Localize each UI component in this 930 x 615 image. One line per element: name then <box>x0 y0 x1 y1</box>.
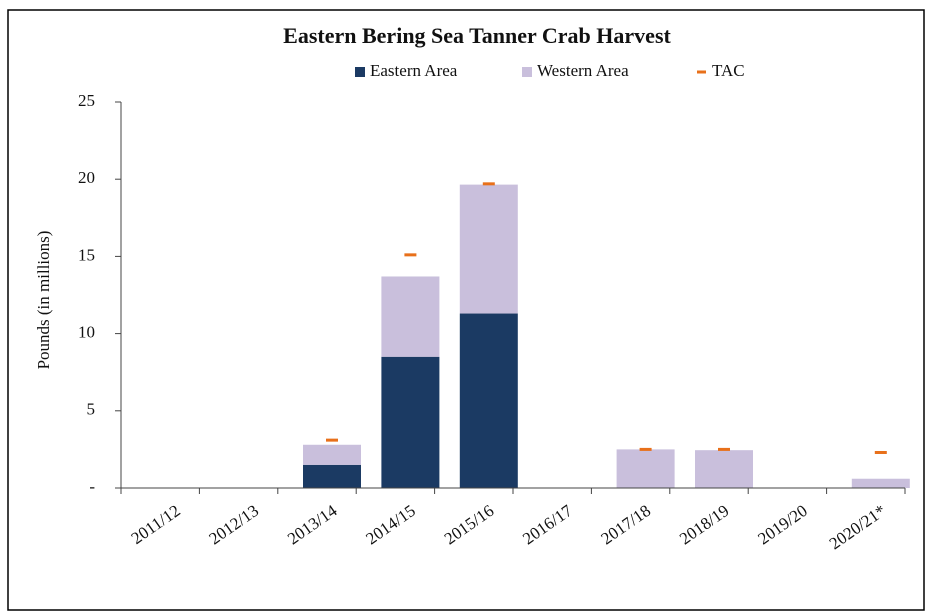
legend-swatch <box>522 67 532 77</box>
y-tick-label: 5 <box>87 400 96 419</box>
chart-title: Eastern Bering Sea Tanner Crab Harvest <box>283 23 671 48</box>
y-tick-label: 25 <box>78 91 95 110</box>
bar-segment <box>303 464 361 488</box>
legend-label: TAC <box>712 61 745 80</box>
y-tick-label: 15 <box>78 245 95 264</box>
bar-segment <box>459 313 518 488</box>
y-axis-label: Pounds (in millions) <box>34 231 53 370</box>
tac-marker <box>639 447 652 451</box>
bar-segment <box>616 449 675 488</box>
bar-segment <box>851 478 910 488</box>
legend-label: Western Area <box>537 61 629 80</box>
bar-segment <box>381 276 440 357</box>
tac-marker <box>874 450 887 454</box>
y-tick-label: 20 <box>78 168 95 187</box>
y-tick-label: - <box>89 477 95 496</box>
bar-segment <box>381 356 440 488</box>
legend-swatch <box>355 67 365 77</box>
tac-marker <box>718 447 730 451</box>
y-tick-label: 10 <box>78 323 95 342</box>
bar-segment <box>303 444 361 465</box>
bar-segment <box>695 450 753 488</box>
bar-segment <box>459 184 518 314</box>
tac-marker <box>326 438 338 442</box>
legend-swatch <box>697 70 706 74</box>
tac-marker <box>404 253 417 257</box>
tac-marker <box>482 182 495 186</box>
legend-label: Eastern Area <box>370 61 458 80</box>
